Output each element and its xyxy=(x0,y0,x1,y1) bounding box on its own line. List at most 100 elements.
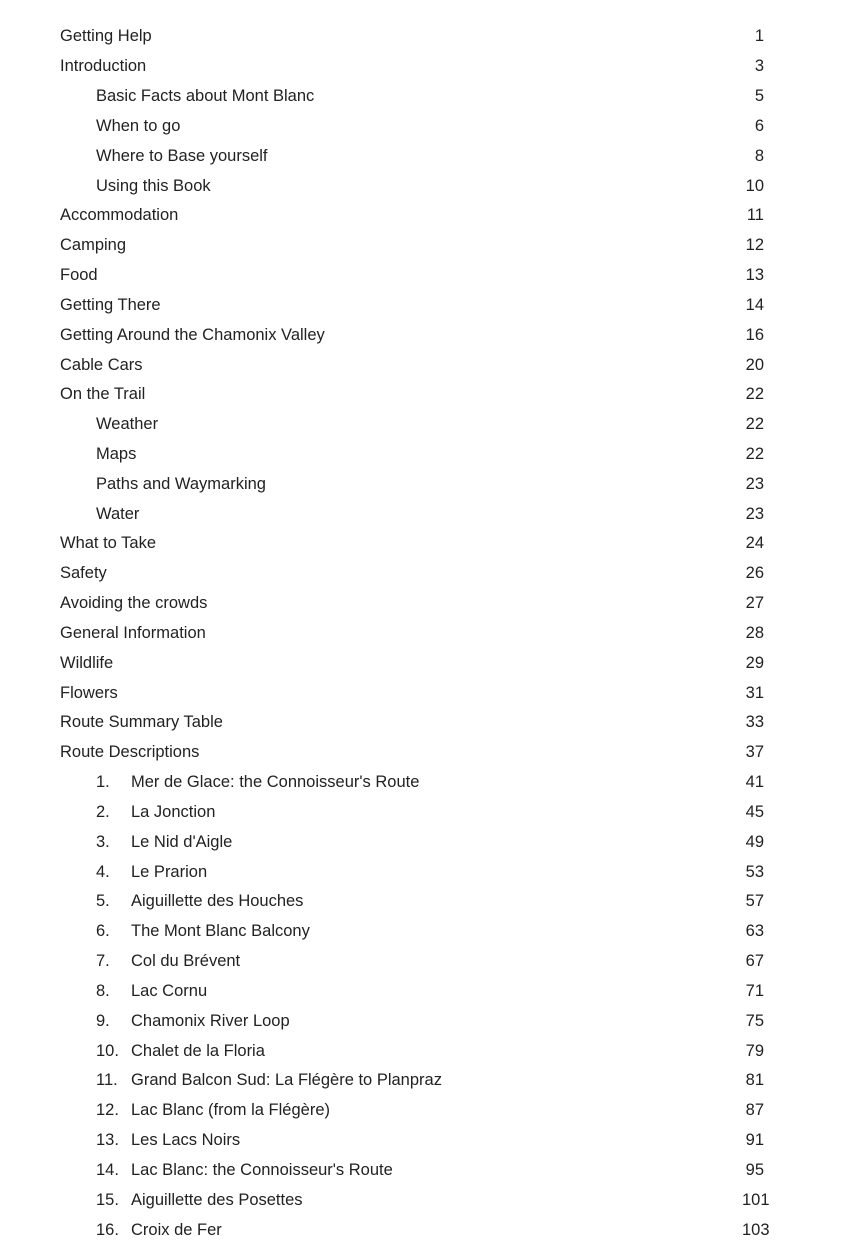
toc-entry-label: What to Take xyxy=(60,534,156,553)
toc-entry-label: La Jonction xyxy=(131,802,216,821)
route-number: 3. xyxy=(96,832,110,851)
toc-entry-label: Getting Around the Chamonix Valley xyxy=(60,325,325,344)
toc-entry-title: General Information xyxy=(60,624,210,643)
toc-entry-label: Aiguillette des Houches xyxy=(131,892,304,911)
toc-entry-page: 6 xyxy=(754,116,764,135)
dot-leader xyxy=(268,1036,736,1067)
toc-entry[interactable]: Route Summary Table 33 xyxy=(0,707,846,738)
toc-entry[interactable]: When to go 6 xyxy=(0,111,846,142)
toc-entry[interactable]: Basic Facts about Mont Blanc 5 xyxy=(0,81,846,112)
toc-entry-page: 33 xyxy=(745,713,764,732)
dot-leader xyxy=(162,409,736,440)
toc-entry[interactable]: 9. Chamonix River Loop 75 xyxy=(0,1006,846,1037)
toc-entry[interactable]: 3. Le Nid d'Aigle 49 xyxy=(0,827,846,858)
toc-entry[interactable]: Paths and Waymarking 23 xyxy=(0,469,846,500)
toc-entry[interactable]: Maps 22 xyxy=(0,439,846,470)
dot-leader xyxy=(149,379,736,410)
toc-entry-title: 12. Lac Blanc (from la Flégère) xyxy=(96,1101,334,1120)
toc-entry-page: 13 xyxy=(745,266,764,285)
toc-entry-title: 2. La Jonction xyxy=(96,803,219,822)
toc-entry-label: Getting Help xyxy=(60,27,152,46)
dot-leader xyxy=(328,320,736,351)
toc-entry-label: Basic Facts about Mont Blanc xyxy=(96,87,315,106)
toc-entry[interactable]: Camping 12 xyxy=(0,230,846,261)
toc-entry-label: The Mont Blanc Balcony xyxy=(131,922,310,941)
toc-entry-title: Route Summary Table xyxy=(60,713,227,732)
toc-entry-title: 16. Croix de Fer xyxy=(96,1221,226,1240)
toc-entry-label: Col du Brévent xyxy=(131,952,241,971)
toc-entry[interactable]: 15. Aiguillette des Posettes 101 xyxy=(0,1185,846,1216)
toc-entry-page: 3 xyxy=(754,57,764,76)
toc-entry[interactable]: 13. Les Lacs Noirs 91 xyxy=(0,1125,846,1156)
toc-entry[interactable]: Flowers 31 xyxy=(0,678,846,709)
dot-leader xyxy=(117,648,736,679)
toc-entry-label: Chamonix River Loop xyxy=(131,1011,290,1030)
dot-leader xyxy=(236,827,736,858)
route-number: 16. xyxy=(96,1220,119,1239)
toc-entry[interactable]: 11. Grand Balcon Sud: La Flégère to Planp… xyxy=(0,1065,846,1096)
toc-entry-title: 9. Chamonix River Loop xyxy=(96,1012,294,1031)
toc-entry[interactable]: Where to Base yourself 8 xyxy=(0,141,846,172)
dot-leader xyxy=(423,767,736,798)
dot-leader xyxy=(121,678,736,709)
toc-entry[interactable]: 10. Chalet de la Floria 79 xyxy=(0,1036,846,1067)
toc-entry[interactable]: Getting Help 1 xyxy=(0,21,846,52)
toc-entry-title: Introduction xyxy=(60,57,150,76)
toc-entry[interactable]: Cable Cars 20 xyxy=(0,350,846,381)
toc-entry-page: 29 xyxy=(745,653,764,672)
toc-entry[interactable]: Food 13 xyxy=(0,260,846,291)
dot-leader xyxy=(130,230,736,261)
toc-entry[interactable]: General Information 28 xyxy=(0,618,846,649)
toc-entry-label: On the Trail xyxy=(60,385,146,404)
toc-entry[interactable]: Water 23 xyxy=(0,499,846,530)
toc-entry-label: Maps xyxy=(96,445,137,463)
toc-entry[interactable]: Weather 22 xyxy=(0,409,846,440)
toc-entry-page: 16 xyxy=(745,325,764,344)
toc-entry[interactable]: 5. Aiguillette des Houches 57 xyxy=(0,886,846,917)
dot-leader xyxy=(101,260,736,291)
toc-entry-title: 5. Aiguillette des Houches xyxy=(96,892,307,911)
route-number: 14. xyxy=(96,1160,119,1179)
dot-leader xyxy=(150,51,736,82)
route-number: 9. xyxy=(96,1011,110,1030)
toc-entry[interactable]: Introduction 3 xyxy=(0,51,846,82)
toc-entry[interactable]: 6. The Mont Blanc Balcony 63 xyxy=(0,916,846,947)
toc-entry[interactable]: 2. La Jonction 45 xyxy=(0,797,846,828)
toc-entry[interactable]: 8. Lac Cornu 71 xyxy=(0,976,846,1007)
toc-entry[interactable]: 1. Mer de Glace: the Connoisseur's Route 4… xyxy=(0,767,846,798)
toc-entry-page: 75 xyxy=(745,1011,764,1030)
toc-entry-title: 1. Mer de Glace: the Connoisseur's Route xyxy=(96,773,423,792)
toc-entry[interactable]: Wildlife 29 xyxy=(0,648,846,679)
toc-entry-label: Accommodation xyxy=(60,206,179,225)
dot-leader xyxy=(209,618,736,649)
toc-entry[interactable]: Using this Book 10 xyxy=(0,171,846,202)
toc-entry[interactable]: Avoiding the crowds 27 xyxy=(0,588,846,619)
toc-entry-page: 101 xyxy=(742,1190,770,1209)
dot-leader xyxy=(155,21,736,52)
toc-entry-label: Food xyxy=(60,266,98,285)
toc-entry[interactable]: Getting There 14 xyxy=(0,290,846,321)
toc-entry[interactable]: Safety 26 xyxy=(0,558,846,589)
toc-entry-page: 8 xyxy=(754,146,764,165)
toc-entry[interactable]: 14. Lac Blanc: the Connoisseur's Route 95 xyxy=(0,1155,846,1186)
toc-entry[interactable]: Route Descriptions 37 xyxy=(0,737,846,768)
toc-entry-title: Maps xyxy=(96,445,140,464)
toc-entry-title: Safety xyxy=(60,564,111,583)
toc-entry[interactable]: 7. Col du Brévent 67 xyxy=(0,946,846,977)
toc-entry[interactable]: 16. Croix de Fer 103 xyxy=(0,1215,846,1246)
toc-entry[interactable]: On the Trail 22 xyxy=(0,379,846,410)
toc-entry-title: Camping xyxy=(60,236,130,255)
toc-entry-label: Lac Blanc: the Connoisseur's Route xyxy=(131,1160,393,1179)
toc-entry-title: 4. Le Prarion xyxy=(96,863,211,882)
toc-entry-label: Wildlife xyxy=(60,653,114,672)
toc-entry-title: 7. Col du Brévent xyxy=(96,952,244,971)
route-number: 4. xyxy=(96,862,110,881)
toc-entry[interactable]: 12. Lac Blanc (from la Flégère) 87 xyxy=(0,1095,846,1126)
toc-entry-title: Wildlife xyxy=(60,654,117,673)
toc-entry[interactable]: 4. Le Prarion 53 xyxy=(0,857,846,888)
toc-entry-title: 3. Le Nid d'Aigle xyxy=(96,833,236,852)
toc-entry[interactable]: What to Take 24 xyxy=(0,529,846,559)
toc-entry[interactable]: Getting Around the Chamonix Valley 16 xyxy=(0,320,846,351)
toc-entry[interactable]: Accommodation 11 xyxy=(0,200,846,231)
route-number: 10. xyxy=(96,1041,119,1060)
